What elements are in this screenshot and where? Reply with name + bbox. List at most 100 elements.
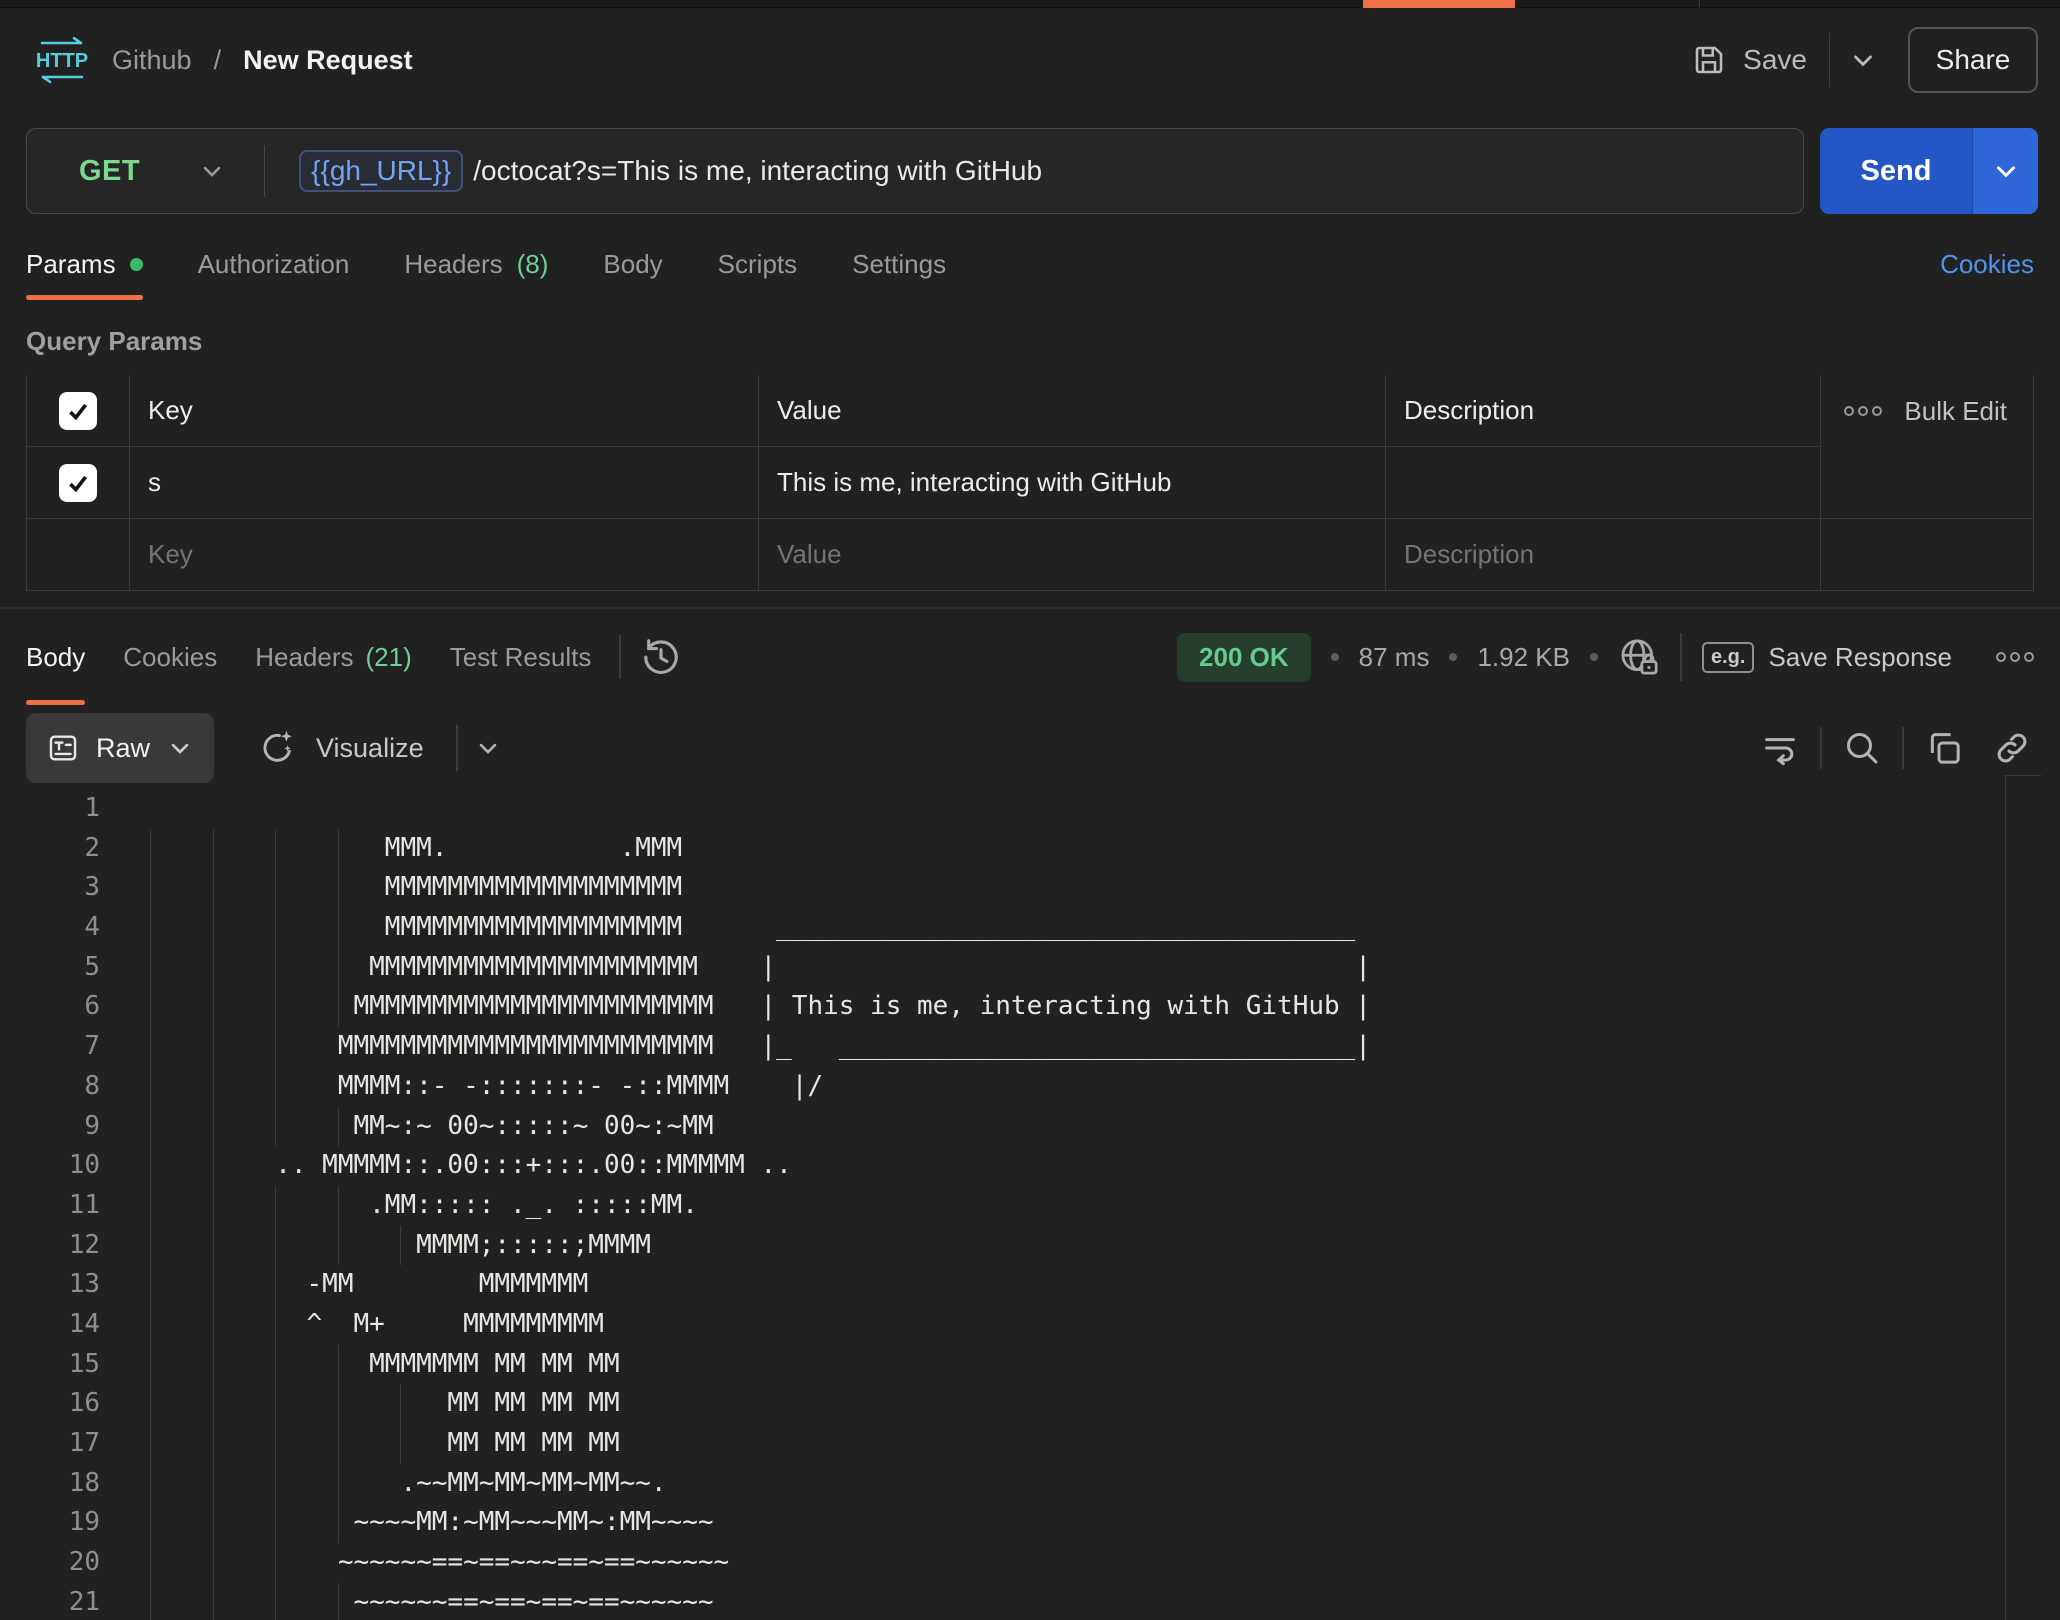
search-icon[interactable] — [1842, 728, 1882, 768]
visualize-chevron-icon — [479, 743, 496, 754]
indent-guide — [212, 868, 214, 909]
url-input[interactable]: {{gh_URL}} /octocat?s=This is me, intera… — [265, 150, 1042, 192]
network-globe-lock-icon[interactable] — [1618, 636, 1660, 678]
copy-icon[interactable] — [1924, 728, 1964, 768]
save-response-button[interactable]: Save Response — [1768, 641, 1952, 672]
response-history-icon[interactable] — [639, 635, 683, 679]
code-line: 20 ~~~~~~==~==~~~==~==~~~~~~ — [0, 1543, 2060, 1583]
scrollbar-gutter[interactable] — [2005, 775, 2006, 1620]
cookies-link[interactable]: Cookies — [1940, 248, 2034, 279]
response-tab-body[interactable]: Body — [26, 609, 86, 705]
tab-scripts-label: Scripts — [717, 248, 798, 279]
tab-body[interactable]: Body — [603, 228, 662, 300]
indent-guide — [275, 908, 277, 948]
code-line: 15 MMMMMMM MM MM MM — [0, 1344, 2060, 1385]
code-text: .. MMMMM::.00:::+:::.00::MMMMM .. — [150, 1146, 792, 1186]
indent-guide — [275, 1027, 277, 1067]
code-text: MMM. .MMM — [150, 828, 682, 869]
url-bar[interactable]: GET {{gh_URL}} /octocat?s=This is me, in… — [26, 128, 1804, 214]
query-params-title: Query Params — [26, 326, 203, 356]
line-number: 14 — [68, 1308, 100, 1339]
tab-settings[interactable]: Settings — [852, 228, 946, 300]
param-description-cell[interactable] — [1386, 447, 1821, 519]
breadcrumb-request-name[interactable]: New Request — [243, 44, 413, 75]
bulk-edit-button[interactable]: Bulk Edit — [1821, 375, 2034, 447]
view-mode-label: Raw — [96, 732, 151, 763]
indent-guide — [337, 1463, 339, 1504]
new-value-cell[interactable]: Value — [759, 519, 1386, 591]
code-line: 18 .~~MM~MM~MM~MM~~. — [0, 1463, 2060, 1504]
tab-params-label: Params — [26, 248, 116, 279]
indent-guide — [275, 1543, 277, 1583]
meta-separator-dot — [1449, 653, 1458, 661]
indent-guide — [275, 987, 277, 1028]
share-label: Share — [1935, 44, 2011, 75]
breadcrumb-collection[interactable]: Github — [112, 44, 192, 75]
new-description-cell[interactable]: Description — [1386, 519, 1821, 591]
tab-scripts[interactable]: Scripts — [718, 228, 797, 300]
indent-guide — [150, 1463, 151, 1504]
request-url-row: GET {{gh_URL}} /octocat?s=This is me, in… — [0, 112, 2060, 214]
indent-guide — [275, 1582, 277, 1620]
response-tab-cookies[interactable]: Cookies — [123, 609, 217, 705]
url-divider — [264, 145, 266, 197]
send-button[interactable]: Send — [1820, 128, 1972, 214]
visualize-button[interactable]: Visualize — [256, 725, 502, 771]
code-line: 2 MMM. .MMM — [0, 828, 2060, 869]
indent-guide — [150, 947, 151, 988]
code-line: 9 MM~:~ 00~:::::~ 00~:~MM — [0, 1106, 2060, 1147]
share-button[interactable]: Share — [1908, 27, 2038, 93]
save-button[interactable]: Save — [1691, 42, 1807, 78]
bulk-edit-label: Bulk Edit — [1904, 395, 2007, 426]
indent-guide — [150, 1146, 151, 1186]
tab-headers[interactable]: Headers (8) — [404, 228, 548, 300]
code-line: 21 ~~~~~~==~==~==~==~~~~~~ — [0, 1582, 2060, 1620]
row-checkbox[interactable] — [59, 463, 97, 502]
indent-guide — [150, 987, 151, 1028]
line-number: 11 — [68, 1189, 100, 1220]
response-meta: 200 OK 87 ms 1.92 KB e.g. Save Response — [1177, 609, 2034, 705]
wrap-text-icon[interactable] — [1760, 728, 1800, 768]
indent-guide — [337, 987, 339, 1028]
code-text: MMMMMMMMMMMMMMMMMMM — [150, 868, 682, 909]
check-mark-icon — [69, 475, 88, 492]
tab-settings-label: Settings — [852, 248, 947, 279]
line-number: 18 — [68, 1467, 100, 1498]
tab-params[interactable]: Params — [26, 228, 143, 300]
link-icon[interactable] — [1992, 728, 2032, 768]
indent-guide — [400, 1384, 402, 1424]
code-text: MMMMMMMMMMMMMMMMMMMMMMMM |_ ____________… — [150, 1027, 1371, 1067]
value-placeholder: Value — [777, 539, 842, 569]
tab-body-label: Body — [603, 248, 663, 279]
response-tab-test-results[interactable]: Test Results — [450, 609, 592, 705]
request-response-divider[interactable] — [0, 607, 2060, 609]
param-value-cell[interactable]: This is me, interacting with GitHub — [759, 447, 1386, 519]
response-tab-headers[interactable]: Headers (21) — [255, 609, 412, 705]
tab-authorization-label: Authorization — [197, 248, 350, 279]
select-all-checkbox[interactable] — [59, 391, 97, 430]
url-variable-chip[interactable]: {{gh_URL}} — [299, 150, 464, 192]
line-number: 3 — [84, 872, 100, 903]
code-text: ~~~~~~==~==~~~==~==~~~~~~ — [150, 1543, 729, 1583]
tab-authorization[interactable]: Authorization — [198, 228, 350, 300]
view-mode-dropdown[interactable]: Raw — [26, 713, 215, 783]
indent-guide — [212, 1027, 214, 1067]
param-key-cell[interactable]: s — [130, 447, 759, 519]
indent-guide — [275, 1066, 277, 1107]
indent-guide — [212, 1185, 214, 1226]
code-line: 10 .. MMMMM::.00:::+:::.00::MMMMM .. — [0, 1146, 2060, 1186]
response-tab-test-results-label: Test Results — [449, 641, 592, 672]
method-selector[interactable]: GET — [27, 129, 264, 213]
response-size: 1.92 KB — [1477, 641, 1570, 672]
example-icon[interactable]: e.g. — [1701, 641, 1755, 673]
new-key-cell[interactable]: Key — [130, 519, 759, 591]
topbar-actions: Save Share — [1691, 27, 2038, 93]
code-line: 19 ~~~~MM:~MM~~~MM~:MM~~~~ — [0, 1503, 2060, 1544]
send-label: Send — [1860, 154, 1932, 187]
response-more-options-icon[interactable] — [1996, 652, 2034, 662]
key-placeholder: Key — [148, 539, 193, 569]
code-text: ^ M+ MMMMMMMMM — [150, 1304, 604, 1345]
save-options-chevron-icon[interactable] — [1848, 45, 1878, 75]
indent-guide — [150, 1066, 151, 1107]
send-options-button[interactable] — [1972, 128, 2038, 214]
